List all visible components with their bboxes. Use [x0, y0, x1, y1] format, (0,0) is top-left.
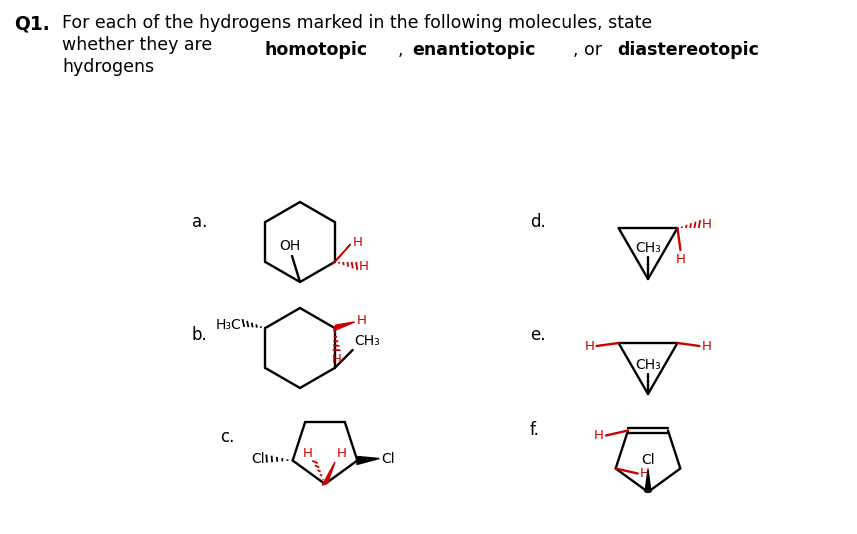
Text: CH₃: CH₃ [635, 358, 661, 372]
Text: H: H [337, 447, 347, 460]
Text: H: H [594, 429, 604, 442]
Text: H: H [701, 217, 711, 231]
Text: H: H [701, 340, 711, 352]
Text: H: H [358, 260, 369, 272]
Polygon shape [322, 462, 335, 485]
Text: enantiotopic: enantiotopic [412, 41, 536, 59]
Text: H₃C: H₃C [216, 318, 242, 332]
Text: H: H [639, 467, 650, 480]
Polygon shape [645, 470, 651, 492]
Text: Cl: Cl [641, 453, 655, 467]
Text: OH: OH [279, 239, 301, 253]
Text: ,: , [399, 41, 409, 59]
Text: H: H [357, 315, 367, 327]
Text: H: H [332, 353, 342, 366]
Text: H: H [584, 340, 595, 352]
Polygon shape [357, 457, 380, 465]
Text: d.: d. [530, 213, 546, 231]
Text: f.: f. [530, 421, 540, 439]
Text: CH₃: CH₃ [635, 241, 661, 255]
Text: c.: c. [220, 428, 234, 446]
Text: Cl: Cl [381, 452, 395, 466]
Text: CH₃: CH₃ [355, 334, 381, 348]
Text: , or: , or [572, 41, 608, 59]
Polygon shape [333, 322, 355, 331]
Text: H: H [352, 237, 363, 249]
Text: H: H [303, 447, 313, 460]
Text: e.: e. [530, 326, 546, 344]
Text: Q1.: Q1. [14, 14, 50, 33]
Text: H: H [675, 253, 686, 266]
Text: b.: b. [192, 326, 207, 344]
Polygon shape [333, 244, 351, 264]
Text: Cl: Cl [251, 452, 265, 466]
Text: diastereotopic: diastereotopic [618, 41, 759, 59]
Text: hydrogens: hydrogens [62, 58, 154, 76]
Text: homotopic: homotopic [264, 41, 368, 59]
Text: whether they are: whether they are [62, 36, 218, 54]
Text: a.: a. [192, 213, 207, 231]
Text: For each of the hydrogens marked in the following molecules, state: For each of the hydrogens marked in the … [62, 14, 652, 32]
